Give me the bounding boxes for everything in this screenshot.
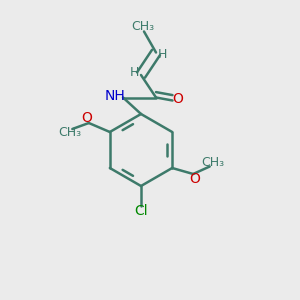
Text: CH₃: CH₃ [131, 20, 154, 33]
Text: NH: NH [105, 89, 126, 103]
Text: O: O [172, 92, 183, 106]
Text: Cl: Cl [134, 204, 148, 218]
Text: H: H [158, 47, 167, 61]
Text: CH₃: CH₃ [202, 156, 225, 170]
Text: O: O [189, 172, 200, 186]
Text: O: O [81, 112, 92, 125]
Text: H: H [130, 66, 139, 79]
Text: CH₃: CH₃ [58, 126, 81, 139]
